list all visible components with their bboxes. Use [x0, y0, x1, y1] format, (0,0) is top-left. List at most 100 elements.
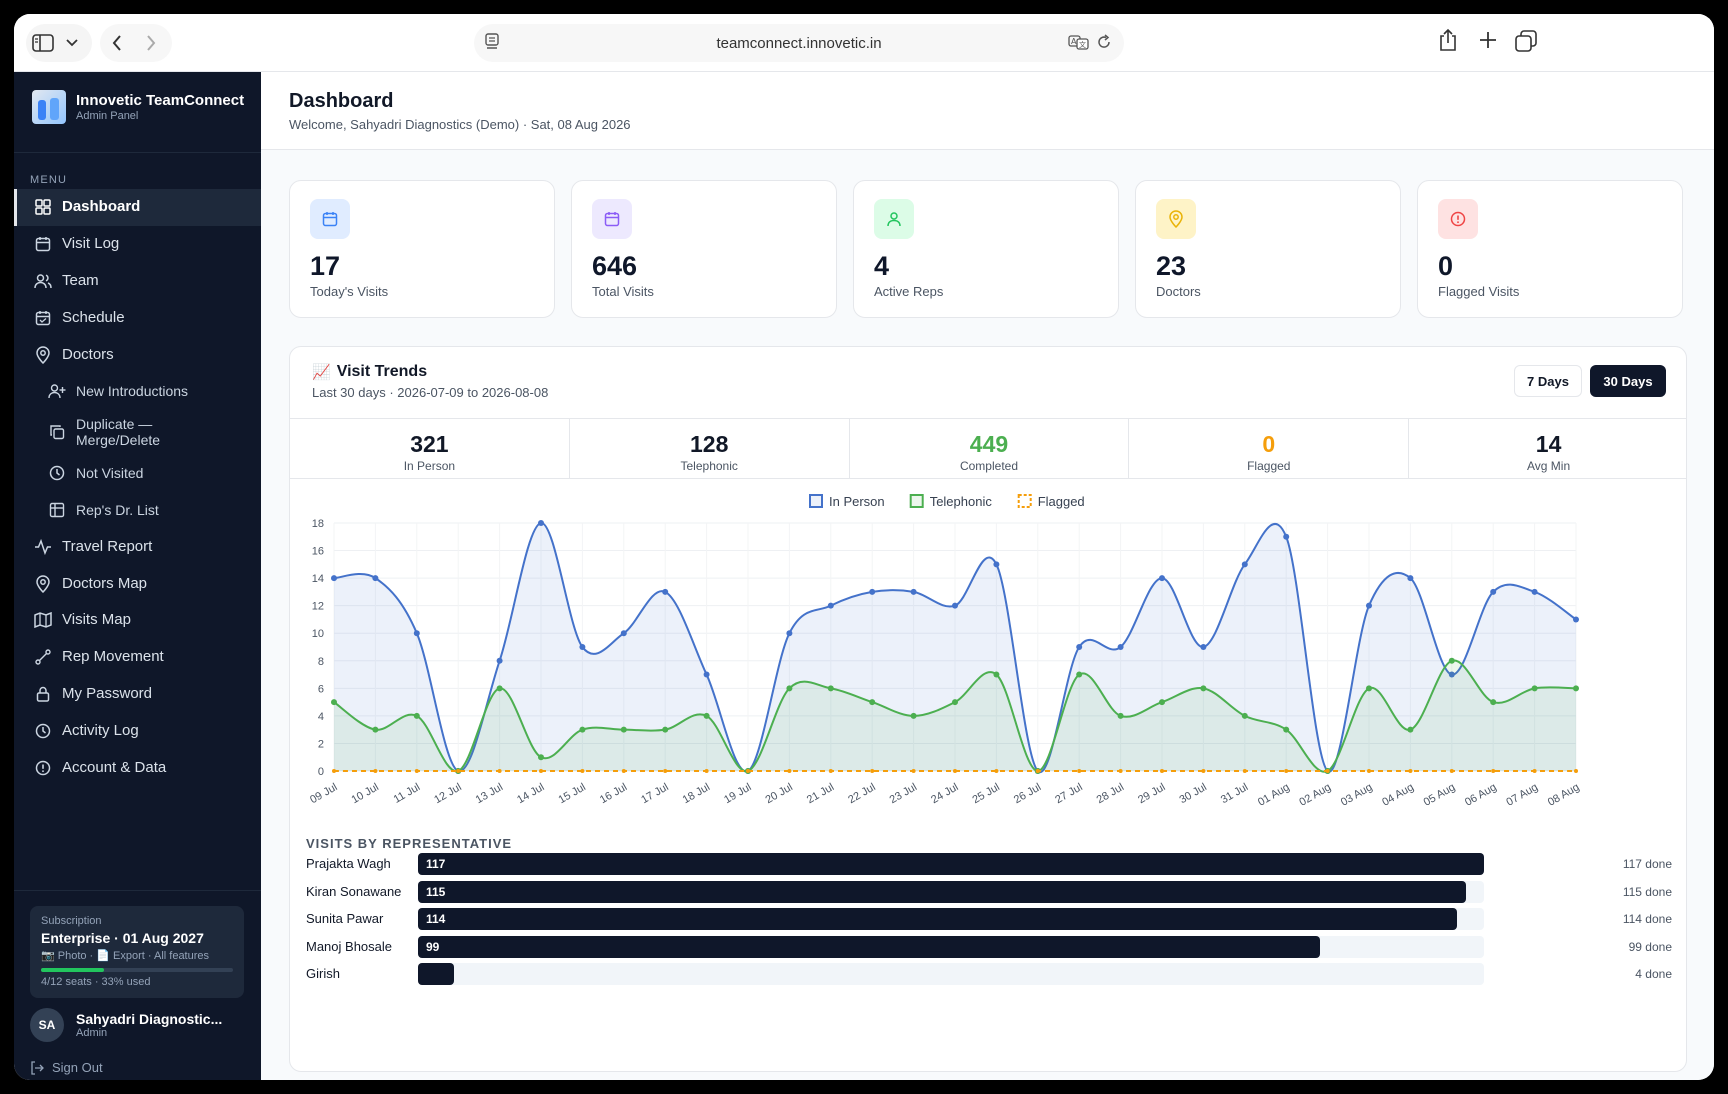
sidebar-item-account-data[interactable]: Account & Data [14, 749, 261, 786]
data-point-flagged [1242, 769, 1247, 773]
sidebar-item-activity-log[interactable]: Activity Log [14, 712, 261, 749]
data-point-in-person [786, 630, 793, 637]
sidebar-item-new-introductions[interactable]: New Introductions [14, 373, 261, 410]
data-point-telephonic [827, 685, 834, 692]
data-point-in-person [1366, 602, 1372, 609]
data-point-telephonic [1117, 712, 1124, 719]
sidebar: Innovetic TeamConnect Admin Panel MENU D… [14, 72, 261, 1080]
x-tick-label: 30 Jul [1177, 781, 1208, 806]
forward-icon[interactable] [134, 26, 168, 60]
map-pin-icon [34, 345, 52, 364]
sidebar-toggle-group [26, 24, 92, 62]
user-profile[interactable]: SA Sahyadri Diagnostic... Admin [30, 1008, 222, 1042]
x-tick-label: 03 Aug [1339, 781, 1375, 809]
chevron-down-icon[interactable] [60, 26, 84, 60]
rep-row[interactable]: Kiran Sonawane 115 115 done [306, 880, 1672, 903]
sidebar-item-schedule[interactable]: Schedule [14, 299, 261, 336]
x-tick-label: 13 Jul [474, 781, 505, 806]
map-pin-icon [1156, 199, 1196, 239]
data-point-in-person [662, 588, 669, 595]
summary-flagged: 0 Flagged [1129, 419, 1410, 478]
data-point-in-person [538, 520, 544, 526]
data-point-flagged [1035, 769, 1040, 773]
x-tick-label: 29 Jul [1136, 781, 1167, 806]
data-point-in-person [869, 588, 876, 595]
rep-done-count: 117 done [1622, 857, 1672, 871]
sidebar-item-rep-movement[interactable]: Rep Movement [14, 639, 261, 676]
data-point-flagged [911, 769, 916, 773]
x-tick-label: 17 Jul [639, 781, 670, 806]
rep-row[interactable]: Manoj Bhosale 99 99 done [306, 935, 1672, 958]
data-point-in-person [496, 657, 503, 664]
sidebar-item-duplicate-merge-delete[interactable]: Duplicate — Merge/Delete [14, 410, 261, 455]
data-point-flagged [456, 769, 461, 773]
x-tick-label: 14 Jul [515, 781, 546, 806]
sidebar-toggle-icon[interactable] [26, 26, 60, 60]
lock-icon [34, 685, 52, 703]
data-point-in-person [703, 671, 710, 678]
sidebar-item-travel-report[interactable]: Travel Report [14, 528, 261, 565]
stat-label: Today's Visits [310, 284, 389, 299]
range-7-days-button[interactable]: 7 Days [1514, 365, 1582, 397]
sidebar-item-dashboard[interactable]: Dashboard [14, 189, 261, 226]
data-point-telephonic [413, 712, 420, 719]
sidebar-item-doctors[interactable]: Doctors [14, 336, 261, 373]
x-tick-label: 25 Jul [970, 781, 1001, 806]
svg-text:A: A [1071, 37, 1077, 46]
stat-card-active-reps[interactable]: 4 Active Reps [853, 180, 1119, 318]
data-point-flagged [1408, 769, 1413, 773]
rep-row[interactable]: Sunita Pawar 114 114 done [306, 908, 1672, 930]
data-point-in-person [1200, 644, 1207, 650]
data-point-flagged [1160, 769, 1164, 773]
data-point-telephonic [869, 699, 876, 706]
stat-label: Doctors [1156, 284, 1201, 299]
sidebar-item-label: Doctors Map [62, 574, 148, 592]
new-tab-icon[interactable] [1479, 31, 1497, 54]
users-icon [34, 272, 52, 290]
rep-bar-track: 115 [418, 880, 1484, 903]
rep-row[interactable]: Girish 4 done [306, 963, 1672, 985]
stat-card-flagged-visits[interactable]: 0 Flagged Visits [1417, 180, 1683, 318]
page-menu-icon[interactable] [484, 33, 500, 56]
x-tick-label: 08 Aug [1546, 781, 1582, 809]
x-tick-label: 05 Aug [1422, 781, 1458, 809]
data-point-telephonic [910, 712, 917, 719]
subscription-card: Subscription Enterprise · 01 Aug 2027 📷 … [30, 906, 244, 998]
sign-out-icon [30, 1060, 44, 1075]
sidebar-item-doctors-map[interactable]: Doctors Map [14, 565, 261, 602]
data-point-flagged [1532, 769, 1537, 773]
sign-out-button[interactable]: Sign Out [30, 1060, 103, 1075]
brand[interactable]: Innovetic TeamConnect Admin Panel [32, 90, 244, 124]
stat-value: 646 [592, 251, 638, 281]
sidebar-item-visits-map[interactable]: Visits Map [14, 602, 261, 639]
main-content: Dashboard Welcome, Sahyadri Diagnostics … [261, 72, 1714, 1080]
x-tick-label: 12 Jul [432, 781, 463, 806]
reload-icon[interactable] [1096, 34, 1112, 55]
data-point-telephonic [703, 712, 710, 719]
y-tick-label: 6 [318, 683, 324, 695]
sidebar-item-team[interactable]: Team [14, 263, 261, 300]
calendar-icon [592, 199, 632, 239]
rep-name: Kiran Sonawane [306, 883, 402, 899]
trends-title: Visit Trends [336, 363, 428, 380]
share-icon[interactable] [1438, 28, 1458, 57]
rep-row[interactable]: Prajakta Wagh 117 117 done [306, 853, 1672, 875]
range-30-days-button[interactable]: 30 Days [1590, 365, 1666, 397]
legend-swatch-in-person [809, 494, 823, 508]
tab-overview-icon[interactable] [1515, 30, 1537, 57]
stat-card-doctors[interactable]: 23 Doctors [1135, 180, 1401, 318]
rep-bar-fill: 115 [418, 880, 1466, 903]
sidebar-item-not-visited[interactable]: Not Visited [14, 455, 261, 492]
stat-card-total-visits[interactable]: 646 Total Visits [571, 180, 837, 318]
data-point-flagged [1491, 769, 1496, 773]
sidebar-item-my-password[interactable]: My Password [14, 676, 261, 713]
user-plus-icon [48, 382, 66, 400]
stat-card-today-s-visits[interactable]: 17 Today's Visits [289, 180, 555, 318]
data-point-flagged [704, 769, 709, 773]
back-icon[interactable] [100, 26, 134, 60]
sidebar-item-rep-s-dr-list[interactable]: Rep's Dr. List [14, 492, 261, 529]
sidebar-item-visit-log[interactable]: Visit Log [14, 226, 261, 263]
data-point-in-person [1531, 588, 1538, 595]
